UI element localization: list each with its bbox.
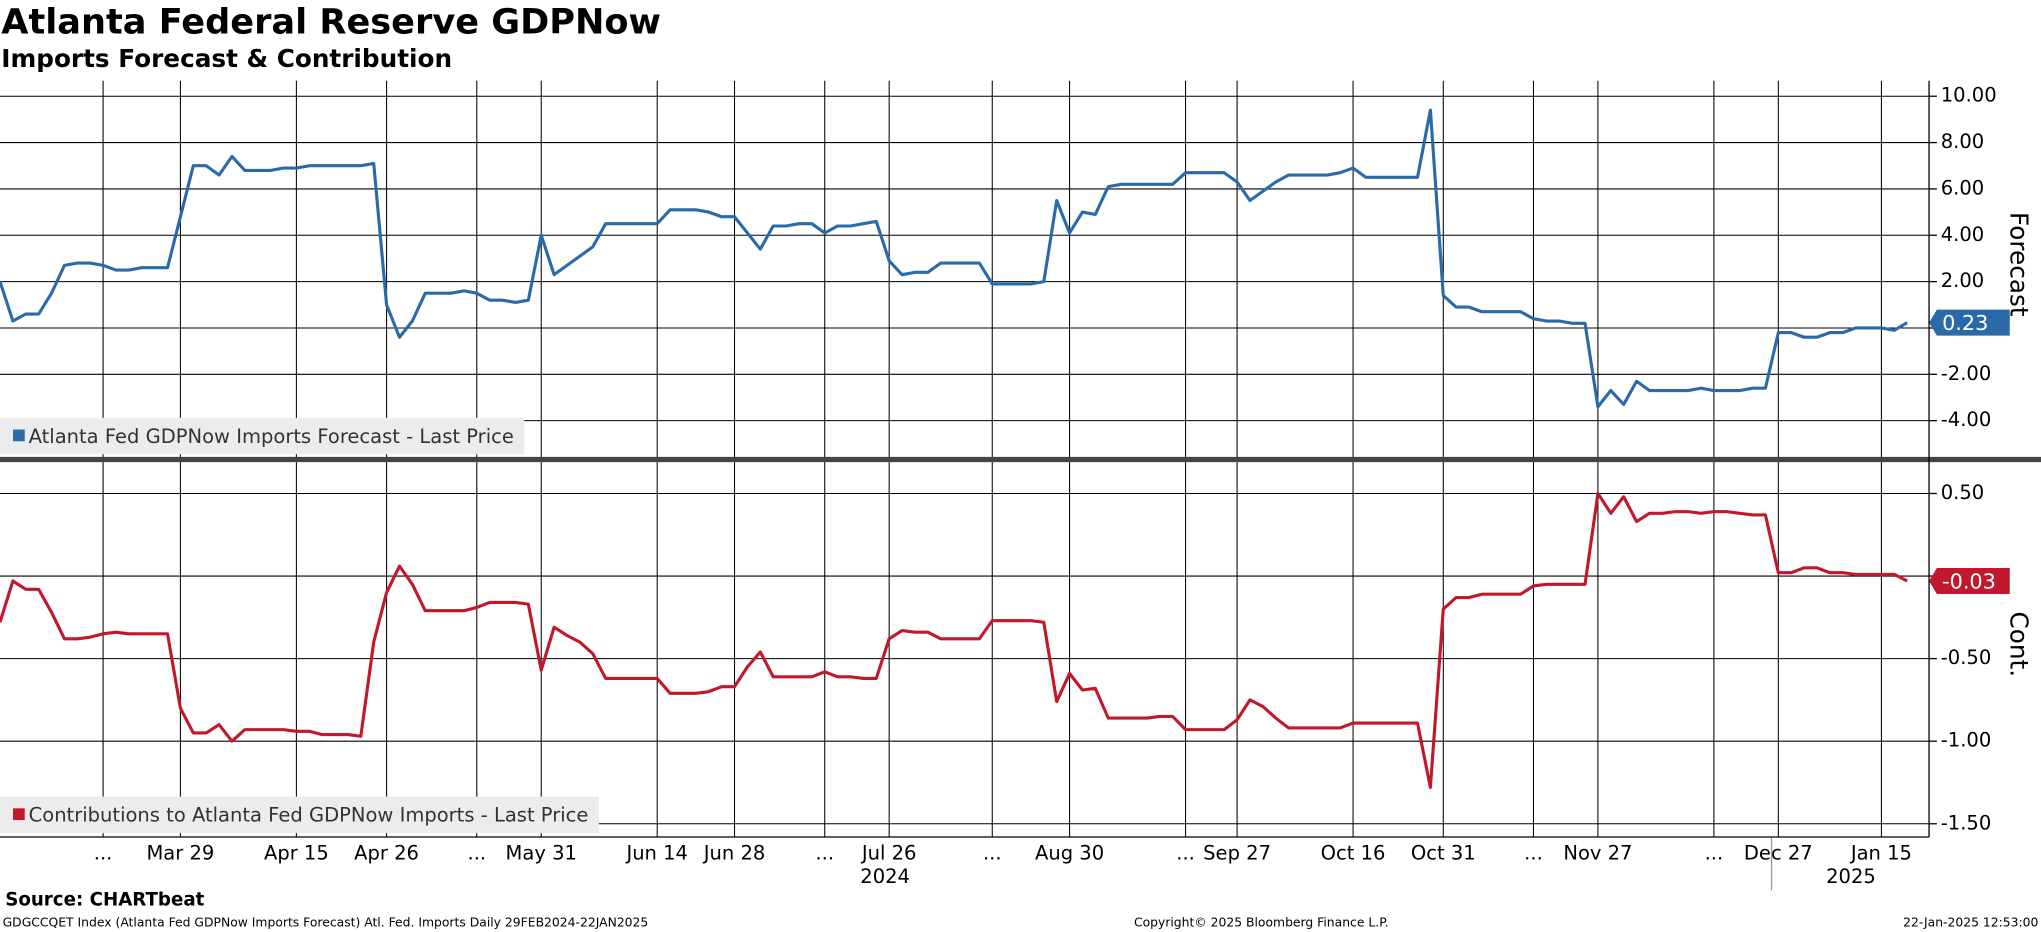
x-tick-label: ... [1705,841,1724,864]
x-tick-label: ... [1524,841,1543,864]
last-value-label: -0.03 [1942,569,1996,593]
legend-label: Contributions to Atlanta Fed GDPNow Impo… [29,804,589,827]
axis-title: Cont. [2005,612,2034,678]
x-tick-label: Jun 14 [624,841,688,864]
legend: Contributions to Atlanta Fed GDPNow Impo… [0,796,599,834]
y-tick-label: 8.00 [1941,130,1984,153]
x-tick-label: Apr 15 [264,841,329,864]
chart-title: Atlanta Federal Reserve GDPNow [1,1,661,42]
x-tick-label: Oct 31 [1411,841,1476,864]
series-line [0,491,1908,789]
x-tick-label: May 31 [506,841,577,864]
x-tick-label: ... [1176,841,1195,864]
last-value-label: 0.23 [1942,311,1988,335]
y-tick-label: 4.00 [1941,223,1984,246]
x-tick-label: Sep 27 [1203,841,1271,864]
y-tick-label: 6.00 [1941,176,1984,199]
x-tick-label: Jul 26 [860,841,917,864]
x-tick-label: Mar 29 [146,841,214,864]
y-tick-label: 0.50 [1941,481,1984,504]
legend-swatch [13,429,25,442]
legend-swatch [13,808,25,821]
legend-background [0,417,525,455]
year-label: 2024 [860,865,910,888]
legend-background [0,796,599,834]
last-value-box [1929,309,2010,336]
source: Source: CHARTbeat [5,890,204,911]
y-tick-label: -1.50 [1941,811,1992,834]
x-tick-label: ... [983,841,1002,864]
legend-label: Atlanta Fed GDPNow Imports Forecast - La… [29,425,514,448]
x-tick-label: Jun 28 [702,841,766,864]
last-value-box [1929,567,2010,595]
legend: Atlanta Fed GDPNow Imports Forecast - La… [0,417,525,455]
x-tick-label: ... [467,841,486,864]
x-tick-label: ... [94,841,113,864]
x-tick-label: Apr 26 [354,841,419,864]
y-tick-label: -1.00 [1941,729,1992,752]
y-tick-label: -2.00 [1941,362,1992,385]
x-tick-label: Nov 27 [1563,841,1632,864]
x-tick-label: Aug 30 [1035,841,1104,864]
x-tick-label: Dec 27 [1744,841,1813,864]
y-tick-label: -4.00 [1941,408,1992,431]
axis-title: Forecast [2005,212,2034,317]
y-tick-label: 10.00 [1941,84,1997,107]
x-tick-label: Oct 16 [1321,841,1386,864]
series-line [0,108,1908,409]
year-label: 2025 [1826,865,1876,888]
x-tick-label: ... [815,841,834,864]
y-tick-label: 2.00 [1941,269,1984,292]
y-tick-label: -0.50 [1941,646,1992,669]
footer-center: Copyright© 2025 Bloomberg Finance L.P. [1134,915,1389,929]
chart-subtitle: Imports Forecast & Contribution [1,44,452,73]
x-tick-label: Jan 15 [1849,841,1912,864]
footer-left: GDGCCQET Index (Atlanta Fed GDPNow Impor… [3,915,649,929]
footer-right: 22-Jan-2025 12:53:00 [1903,915,2038,929]
